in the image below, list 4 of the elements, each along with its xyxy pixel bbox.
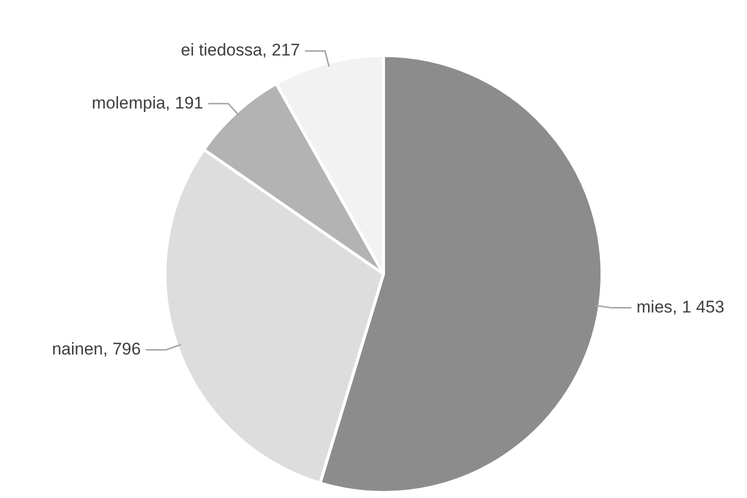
slice-label: nainen, 796 xyxy=(52,340,141,359)
slice-label: mies, 1 453 xyxy=(636,297,724,316)
slice-label: ei tiedossa, 217 xyxy=(180,40,300,60)
slice-label: molempia, 191 xyxy=(92,93,204,112)
